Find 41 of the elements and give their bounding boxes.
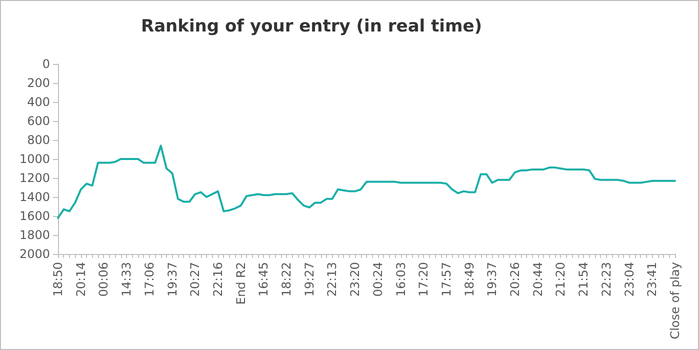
y-tick-label: 1000 xyxy=(19,152,50,166)
x-tick-label: 18:49 xyxy=(462,262,476,297)
y-tick-label: 400 xyxy=(27,95,50,109)
x-tick-label: 17:57 xyxy=(439,262,454,297)
y-tick-label: 800 xyxy=(27,133,50,147)
line-series xyxy=(57,144,676,219)
x-tick-label: 14:33 xyxy=(120,262,134,297)
x-tick-label: 20:14 xyxy=(74,262,88,297)
x-tick-label: 00:06 xyxy=(96,262,111,297)
x-tick-label: 20:27 xyxy=(188,262,202,297)
x-tick-label: 23:04 xyxy=(622,262,636,297)
x-tick-label: 23:20 xyxy=(348,262,362,297)
y-tick-label: 200 xyxy=(27,76,50,90)
x-tick-label: 19:27 xyxy=(302,262,316,297)
x-tick-label: End R2 xyxy=(234,262,248,305)
x-tick-label: 17:20 xyxy=(416,262,431,297)
y-tick-label: 2000 xyxy=(19,247,50,261)
x-tick-label: 21:54 xyxy=(576,262,591,297)
x-tick-label: 00:24 xyxy=(370,262,385,297)
y-tick-label: 0 xyxy=(42,57,50,71)
x-tick-label: 22:16 xyxy=(210,262,225,297)
x-tick-label: 17:06 xyxy=(142,262,156,297)
x-tick-label: 20:26 xyxy=(508,262,522,297)
x-tick-label: 22:13 xyxy=(325,262,340,297)
x-tick-label: 16:45 xyxy=(256,262,271,297)
y-tick-label: 1800 xyxy=(19,228,50,242)
x-tick-label: 16:03 xyxy=(394,262,408,297)
x-tick-label: 21:20 xyxy=(554,262,568,297)
x-tick-label: 19:37 xyxy=(165,262,180,297)
x-tick-label: 18:22 xyxy=(280,262,294,297)
x-tick-label: 20:44 xyxy=(530,262,545,297)
y-tick-label: 1600 xyxy=(19,209,50,223)
x-tick-label: 19:37 xyxy=(485,262,500,297)
x-tick-label: 18:50 xyxy=(51,262,65,297)
y-tick-label: 1200 xyxy=(19,171,50,185)
x-tick-label: 22:23 xyxy=(599,262,614,297)
x-tick-label: 23:41 xyxy=(645,262,660,297)
chart-title: Ranking of your entry (in real time) xyxy=(141,16,482,36)
y-tick-label: 1400 xyxy=(19,190,50,204)
x-tick-label: Close of play xyxy=(668,262,682,340)
y-tick-label: 600 xyxy=(27,114,50,128)
